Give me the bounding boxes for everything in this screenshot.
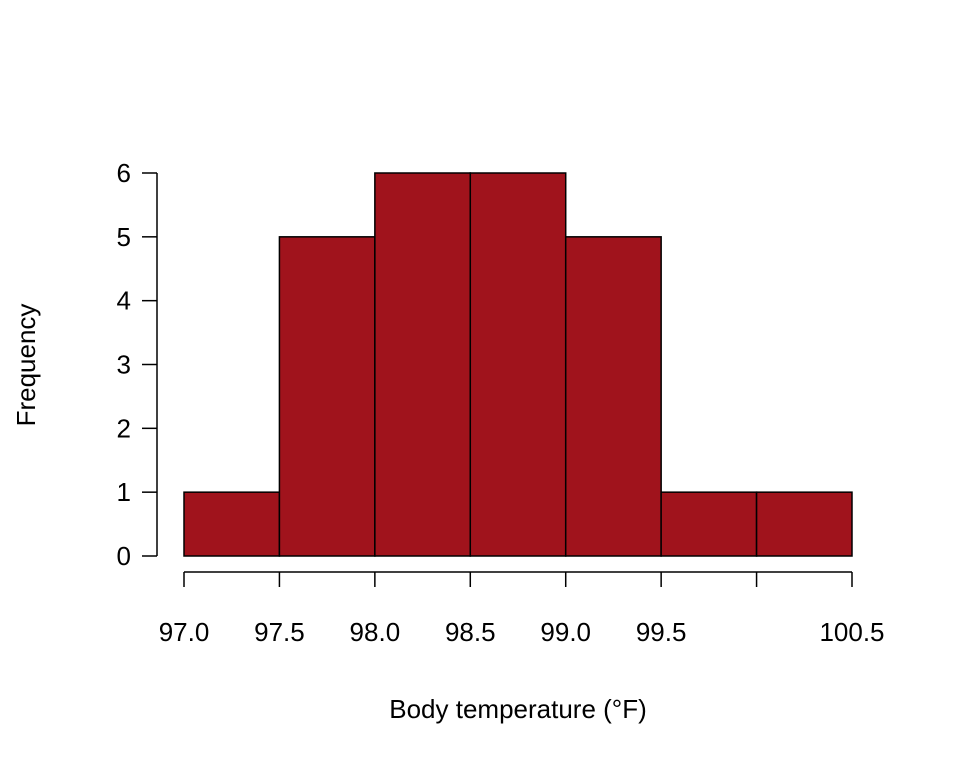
- histogram-bar-3: [469, 172, 567, 557]
- x-tick-label: 99.0: [540, 617, 591, 647]
- y-tick-label: 6: [117, 158, 131, 188]
- y-tick-label: 2: [117, 413, 131, 443]
- histogram-bar-1: [278, 236, 376, 557]
- y-axis: 0 1 2 3 4 5 6: [117, 158, 158, 571]
- x-axis-title: Body temperature (°F): [389, 694, 647, 724]
- x-tick-label: 97.5: [254, 617, 305, 647]
- y-tick-label: 1: [117, 477, 131, 507]
- x-tick-label: 100.5: [819, 617, 884, 647]
- histogram-bar-2: [374, 172, 472, 557]
- x-tick-label: 98.0: [350, 617, 401, 647]
- y-tick-label: 5: [117, 222, 131, 252]
- x-tick-label: 98.5: [445, 617, 496, 647]
- y-tick-label: 0: [117, 541, 131, 571]
- histogram-bar-0: [183, 491, 281, 557]
- bars-group: [183, 172, 853, 557]
- y-axis-title: Frequency: [11, 304, 41, 427]
- y-tick-label: 4: [117, 286, 131, 316]
- y-tick-label: 3: [117, 350, 131, 380]
- x-tick-label: 97.0: [159, 617, 210, 647]
- x-axis: 97.0 97.5 98.0 98.5 99.0 99.5 100.5: [159, 571, 885, 647]
- histogram-bar-5: [660, 491, 758, 557]
- histogram-bar-4: [564, 236, 662, 557]
- histogram-bar-6: [755, 491, 853, 557]
- x-tick-label: 99.5: [636, 617, 687, 647]
